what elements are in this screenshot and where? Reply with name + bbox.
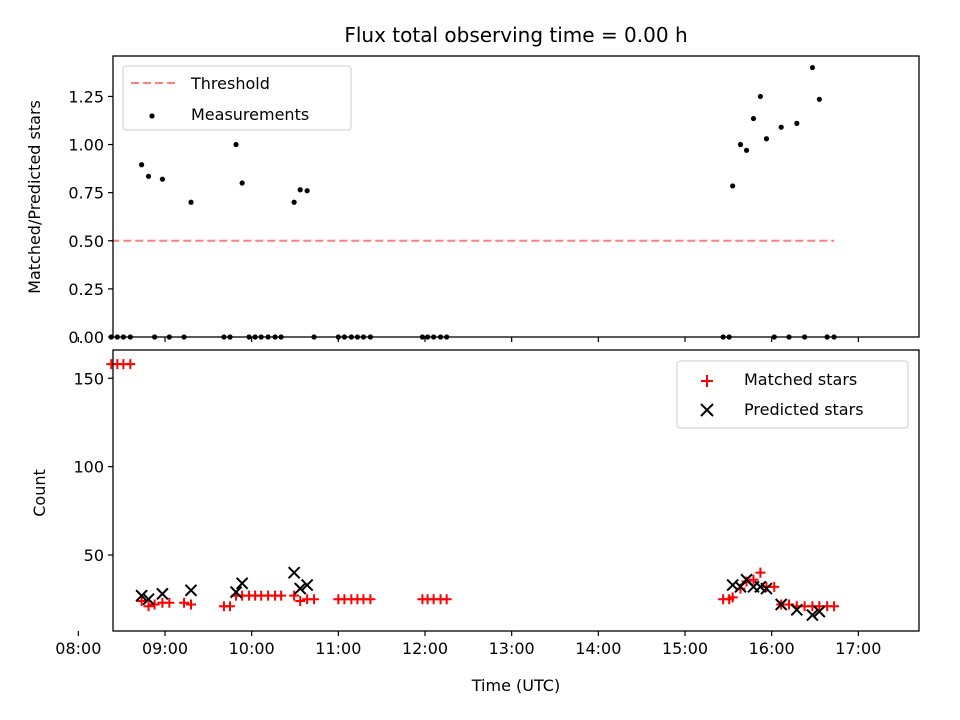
- legend-measurements-label: Measurements: [191, 105, 309, 124]
- top-plot-marks: [108, 64, 837, 340]
- matched-stars-point: [179, 597, 190, 608]
- top-y-tick-label: 0.00: [68, 328, 104, 347]
- top-y-axis-label: Matched/Predicted stars: [25, 100, 44, 294]
- bottom-x-tick-label: 11:00: [315, 639, 361, 658]
- predicted-stars-point: [760, 582, 773, 595]
- measurements-point: [763, 136, 770, 142]
- top-y-tick-label: 0.50: [68, 232, 104, 251]
- bottom-y-axis-label: Count: [30, 469, 49, 517]
- matched-stars-point: [727, 592, 738, 603]
- matched-stars-point: [441, 594, 452, 605]
- measurements-point: [139, 162, 145, 168]
- bottom-panel: 50 100 150 08:00 09:00 10:00 11:00 12:00 13:00 1…: [30, 349, 920, 695]
- top-x-ticks: [77, 337, 859, 342]
- bottom-x-tick-label: 15:00: [662, 639, 708, 658]
- top-y-tick-label: 1.25: [68, 87, 104, 106]
- matched-stars-point: [829, 601, 840, 612]
- measurements-point: [239, 180, 245, 186]
- top-y-tick-label: 0.75: [68, 184, 104, 203]
- legend-predicted-swatch: [700, 403, 714, 417]
- top-legend: Threshold Measurements: [122, 65, 352, 131]
- matched-stars-point: [365, 594, 376, 605]
- matched-stars-point: [289, 590, 300, 601]
- matched-stars-point: [276, 590, 287, 601]
- legend-matched-swatch: [701, 375, 713, 387]
- measurements-point: [304, 188, 310, 194]
- bottom-x-tick-label: 14:00: [575, 639, 621, 658]
- bottom-x-tick-label: 12:00: [402, 639, 448, 658]
- matched-stars-point: [748, 574, 759, 585]
- top-y-tick-label: 1.00: [68, 136, 104, 155]
- chart-title: Flux total observing time = 0.00 h: [344, 23, 687, 47]
- legend-measurements-swatch: [149, 113, 155, 119]
- predicted-stars-point: [790, 603, 804, 616]
- top-y-tick-label: 0.25: [68, 280, 104, 299]
- measurements-point: [159, 176, 165, 182]
- measurements-point: [750, 115, 757, 122]
- matched-stars-point: [769, 581, 780, 592]
- measurements-point: [757, 93, 764, 100]
- matched-stars-point: [149, 599, 160, 610]
- bottom-axes-frame: [112, 349, 920, 632]
- predicted-stars-point: [774, 598, 788, 611]
- matched-stars-point: [164, 597, 175, 608]
- bottom-x-ticks: 08:00 09:00 10:00 11:00 12:00 13:00 14:00 15:00…: [55, 631, 881, 658]
- matched-stars-point: [125, 359, 136, 370]
- predicted-stars-point: [293, 582, 307, 595]
- top-y-ticks: 0.00 0.25 0.50 0.75 1.00 1.25: [68, 87, 113, 347]
- predicted-stars-point: [235, 577, 249, 590]
- measurements-point: [737, 141, 744, 148]
- bottom-y-tick-label: 50: [84, 546, 104, 565]
- matched-stars-point: [143, 601, 154, 612]
- measurements-point: [794, 120, 800, 126]
- bottom-y-tick-label: 150: [73, 369, 104, 388]
- matched-stars-point: [755, 567, 766, 578]
- matched-stars-point: [136, 595, 147, 606]
- predicted-stars-point: [300, 578, 314, 592]
- bottom-x-tick-label: 16:00: [749, 639, 795, 658]
- bottom-legend: Matched stars Predicted stars: [676, 360, 909, 429]
- bottom-x-tick-label: 08:00: [55, 639, 101, 658]
- measurements-point: [233, 141, 239, 148]
- measurements-point: [743, 147, 750, 153]
- matched-stars-point: [741, 576, 752, 587]
- bottom-y-ticks: 50 100 150: [73, 369, 113, 565]
- measurements-point: [145, 173, 152, 179]
- measurements-point: [291, 199, 297, 205]
- predicted-stars-point: [806, 608, 819, 622]
- legend-predicted-label: Predicted stars: [744, 400, 864, 419]
- matched-stars-point: [225, 601, 235, 612]
- matched-stars-point: [309, 594, 320, 605]
- predicted-stars-point: [813, 605, 826, 618]
- bottom-plot-marks: [106, 359, 840, 622]
- measurements-point: [297, 187, 303, 193]
- bottom-y-tick-label: 100: [73, 458, 104, 477]
- predicted-stars-point: [156, 587, 169, 601]
- measurements-point: [816, 96, 822, 102]
- measurements-point: [809, 64, 816, 71]
- bottom-x-axis-label: Time (UTC): [471, 676, 560, 695]
- predicted-stars-point: [287, 566, 301, 579]
- bottom-x-tick-label: 13:00: [489, 639, 535, 658]
- measurements-point: [778, 124, 784, 130]
- predicted-stars-point: [229, 585, 243, 599]
- bottom-x-tick-label: 09:00: [142, 639, 188, 658]
- legend-matched-label: Matched stars: [744, 370, 857, 389]
- bottom-x-tick-label: 17:00: [835, 639, 881, 658]
- predicted-stars-point: [135, 589, 148, 602]
- measurements-point: [730, 183, 736, 189]
- top-panel: 0.00 0.25 0.50 0.75 1.00 1.25 Matched/Predict…: [25, 55, 920, 347]
- bottom-legend-box: [676, 360, 909, 429]
- bottom-x-tick-label: 10:00: [229, 639, 275, 658]
- top-legend-box: [122, 65, 352, 131]
- top-axes-frame: [112, 55, 920, 338]
- predicted-stars-point: [184, 584, 198, 597]
- predicted-stars-point: [142, 592, 155, 606]
- matched-stars-point: [295, 595, 306, 606]
- legend-threshold-label: Threshold: [190, 74, 270, 93]
- matched-stars-point: [186, 599, 196, 610]
- measurements-point: [188, 199, 194, 205]
